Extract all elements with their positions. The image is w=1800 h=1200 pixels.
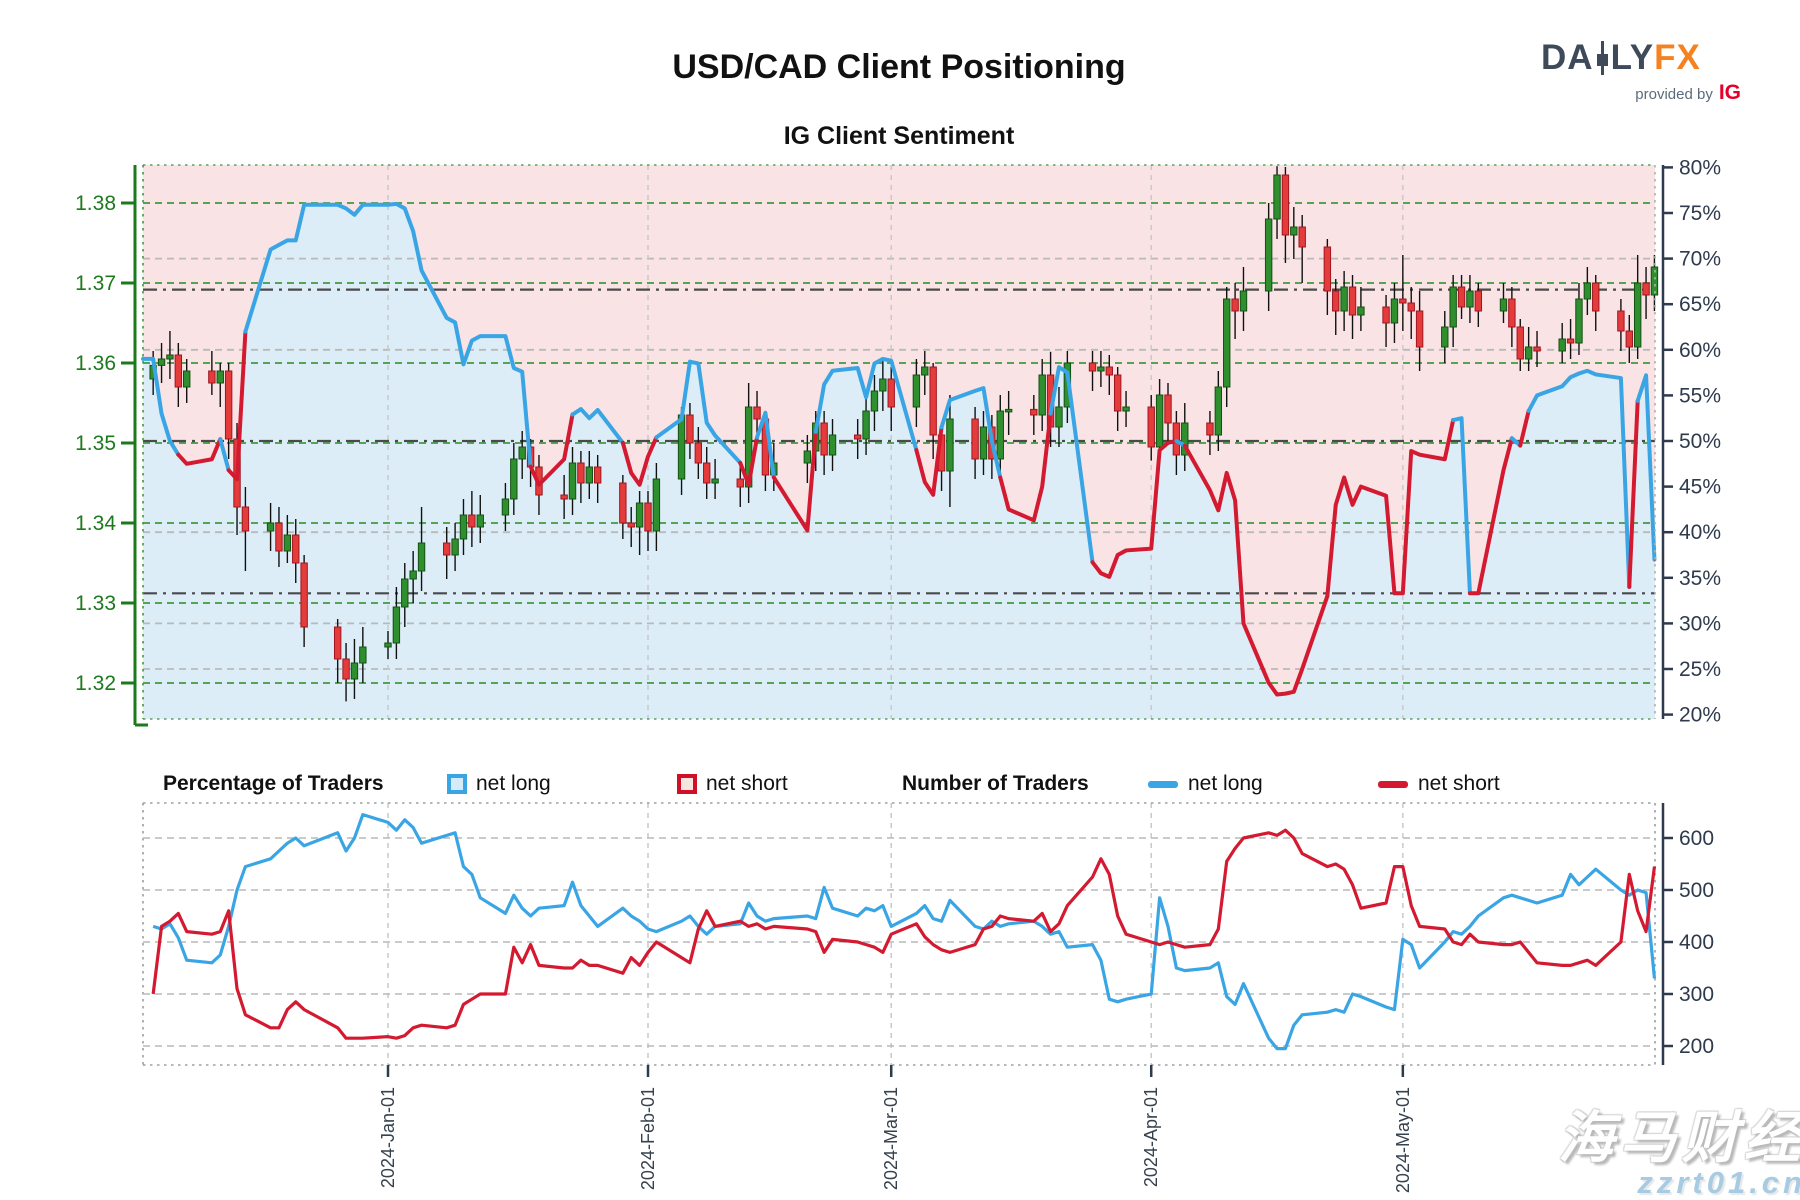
logo-provided-by: provided by IG — [1541, 81, 1741, 105]
axes: 1.38 1.37 1.36 1.35 1.34 1.33 1.32 80% 75% 70% 65%… — [75, 156, 1721, 726]
svg-text:1.32: 1.32 — [75, 672, 116, 695]
svg-text:2024-Apr-01: 2024-Apr-01 — [1141, 1087, 1161, 1187]
svg-text:600: 600 — [1679, 827, 1714, 850]
legend-number-title: Number of Traders — [902, 772, 1089, 795]
svg-text:70%: 70% — [1679, 248, 1721, 271]
legend-pct-net-short: net short — [677, 772, 788, 796]
logo-part-ly: LY — [1610, 38, 1655, 77]
net-long-swatch-icon — [447, 774, 467, 794]
net-short-line-icon — [1378, 780, 1408, 788]
svg-text:60%: 60% — [1679, 339, 1721, 362]
svg-text:80%: 80% — [1679, 156, 1721, 179]
svg-text:500: 500 — [1679, 879, 1714, 902]
svg-text:35%: 35% — [1679, 567, 1721, 590]
svg-text:55%: 55% — [1679, 384, 1721, 407]
svg-text:1.34: 1.34 — [75, 512, 116, 535]
legend-count-net-short: net short — [1378, 772, 1500, 796]
svg-text:2024-Mar-01: 2024-Mar-01 — [881, 1087, 901, 1190]
net-short-count-label: net short — [1418, 772, 1500, 795]
logo-part-fx: FX — [1654, 38, 1701, 77]
svg-text:400: 400 — [1679, 931, 1714, 954]
svg-text:75%: 75% — [1679, 202, 1721, 225]
svg-text:50%: 50% — [1679, 430, 1721, 453]
svg-text:1.33: 1.33 — [75, 592, 116, 615]
watermark-url: zzrt01.cn — [1637, 1165, 1800, 1200]
net-long-label: net long — [476, 772, 551, 795]
watermark-cn: 海马财经 — [1558, 1105, 1800, 1169]
svg-text:40%: 40% — [1679, 521, 1721, 544]
chart-subtitle: IG Client Sentiment — [783, 122, 1015, 150]
svg-text:200: 200 — [1679, 1035, 1714, 1058]
legend-row: Percentage of Traders net long net short… — [0, 772, 1800, 806]
ig-logo-text: IG — [1718, 81, 1741, 104]
net-short-label: net short — [706, 772, 788, 795]
legend-pct-net-long: net long — [447, 772, 551, 796]
svg-text:25%: 25% — [1679, 658, 1721, 681]
sentiment-fills — [143, 165, 1655, 719]
svg-text:30%: 30% — [1679, 612, 1721, 635]
svg-text:1.35: 1.35 — [75, 432, 116, 455]
dailyfx-logo: DA LY FX provided by IG — [1541, 40, 1741, 105]
net-long-count-label: net long — [1188, 772, 1263, 795]
svg-text:20%: 20% — [1679, 704, 1721, 727]
candles — [149, 166, 1659, 702]
svg-text:2024-Jan-01: 2024-Jan-01 — [378, 1087, 398, 1188]
watermark: 海马财经 zzrt01.cn — [1558, 1105, 1800, 1200]
svg-text:45%: 45% — [1679, 476, 1721, 499]
candlestick-icon — [1596, 40, 1608, 75]
dailyfx-logo-text: DA LY FX — [1541, 40, 1741, 75]
legend-count-net-long: net long — [1148, 772, 1263, 796]
net-long-line-icon — [1148, 780, 1178, 788]
page-title: USD/CAD Client Positioning — [672, 48, 1126, 86]
svg-text:300: 300 — [1679, 983, 1714, 1006]
logo-part-da: DA — [1541, 38, 1594, 77]
svg-text:1.36: 1.36 — [75, 352, 116, 375]
svg-text:1.37: 1.37 — [75, 272, 116, 295]
number-of-traders-panel: 600 500 400 300 200 2024-Jan-01 2024-Feb-01 202… — [142, 802, 1714, 1193]
provided-by-text: provided by — [1635, 86, 1713, 103]
svg-text:1.38: 1.38 — [75, 192, 116, 215]
svg-text:65%: 65% — [1679, 293, 1721, 316]
legend-percentage-title: Percentage of Traders — [163, 772, 384, 795]
net-long-pct-line — [141, 201, 1657, 697]
svg-text:2024-May-01: 2024-May-01 — [1393, 1087, 1413, 1193]
svg-text:2024-Feb-01: 2024-Feb-01 — [638, 1087, 658, 1190]
net-short-swatch-icon — [677, 774, 697, 794]
